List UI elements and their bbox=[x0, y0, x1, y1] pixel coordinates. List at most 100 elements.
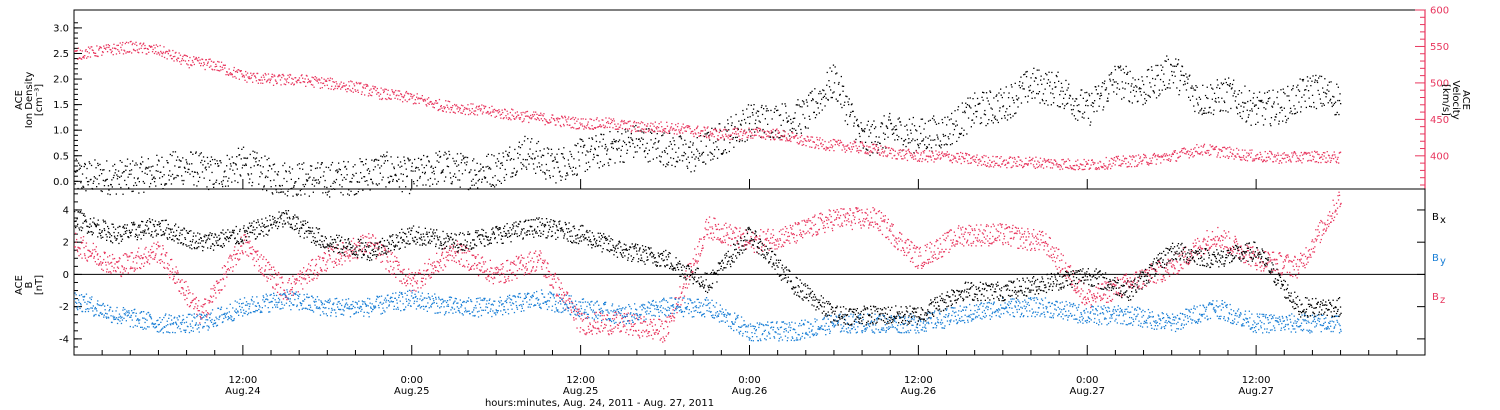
density-series-point bbox=[483, 176, 486, 178]
velocity-series-point bbox=[923, 152, 925, 154]
density-series-point bbox=[992, 114, 994, 116]
density-series-point bbox=[989, 91, 992, 93]
velocity-series-point bbox=[271, 73, 273, 75]
density-series-point bbox=[1072, 108, 1074, 111]
density-series-point bbox=[897, 118, 899, 120]
velocity-series-point bbox=[245, 70, 247, 73]
density-series-point bbox=[975, 116, 978, 118]
density-series-point bbox=[156, 164, 158, 166]
velocity-series-point bbox=[104, 47, 106, 49]
velocity-series-point bbox=[969, 162, 971, 164]
velocity-series-point bbox=[1333, 151, 1335, 153]
density-series-point bbox=[886, 127, 889, 129]
velocity-series-point bbox=[909, 152, 911, 154]
velocity-series-point bbox=[169, 55, 171, 57]
density-series-point bbox=[912, 116, 914, 119]
y-tick-label: 0 bbox=[63, 270, 69, 281]
density-series-point bbox=[751, 112, 754, 114]
density-series-point bbox=[1095, 89, 1097, 91]
bz-series-point bbox=[253, 257, 255, 259]
density-series-point bbox=[900, 137, 903, 140]
velocity-series-point bbox=[544, 124, 546, 126]
density-series-point bbox=[1020, 76, 1022, 78]
velocity-series-point bbox=[196, 58, 198, 60]
velocity-series-point bbox=[504, 109, 506, 111]
velocity-series-point bbox=[436, 102, 439, 104]
velocity-series-point bbox=[961, 155, 963, 158]
density-series-point bbox=[454, 162, 456, 165]
velocity-series-point bbox=[269, 79, 271, 82]
velocity-series-point bbox=[1272, 161, 1275, 163]
density-series-point bbox=[214, 158, 216, 161]
velocity-series-point bbox=[771, 136, 774, 138]
density-series-point bbox=[630, 137, 632, 139]
density-series-point bbox=[842, 85, 845, 87]
density-series-point bbox=[188, 163, 191, 165]
velocity-series-point bbox=[487, 111, 489, 113]
density-series-point bbox=[1237, 93, 1239, 95]
density-series-point bbox=[76, 170, 79, 172]
bz-series-point bbox=[160, 259, 162, 261]
density-series-point bbox=[397, 164, 399, 166]
density-series-point bbox=[1033, 67, 1035, 69]
density-series-point bbox=[493, 186, 496, 188]
density-series-point bbox=[1123, 72, 1126, 74]
bz-series-point bbox=[229, 255, 231, 258]
velocity-series-point bbox=[561, 115, 563, 117]
bz-series-point bbox=[180, 292, 182, 295]
density-series-point bbox=[637, 130, 639, 132]
density-series-point bbox=[177, 156, 179, 158]
velocity-series-point bbox=[1208, 149, 1210, 152]
density-series-point bbox=[958, 136, 960, 139]
density-series-point bbox=[257, 164, 259, 166]
density-series-point bbox=[648, 128, 650, 130]
density-series-point bbox=[523, 165, 525, 167]
density-series-point bbox=[888, 119, 890, 121]
velocity-series-point bbox=[277, 75, 280, 77]
density-series-point bbox=[576, 174, 578, 176]
velocity-series-point bbox=[219, 65, 221, 68]
density-series-point bbox=[1121, 81, 1123, 83]
density-series-point bbox=[486, 181, 488, 183]
velocity-series-point bbox=[262, 74, 264, 76]
velocity-series-point bbox=[740, 128, 743, 130]
density-series-point bbox=[853, 122, 855, 124]
density-series-point bbox=[236, 156, 238, 158]
velocity-series-point bbox=[419, 97, 421, 100]
density-series-point bbox=[1340, 103, 1342, 105]
density-series-point bbox=[549, 175, 551, 177]
velocity-series-point bbox=[1217, 152, 1219, 154]
bz-series-point bbox=[105, 264, 107, 266]
velocity-series-point bbox=[617, 123, 619, 125]
density-series-point bbox=[754, 131, 756, 133]
velocity-series-point bbox=[303, 81, 305, 83]
velocity-series-point bbox=[478, 106, 480, 108]
bz-series-point bbox=[281, 276, 283, 278]
density-series-point bbox=[920, 118, 922, 120]
density-series-point bbox=[518, 146, 520, 148]
velocity-series-point bbox=[901, 158, 903, 160]
density-series-point bbox=[308, 195, 310, 197]
velocity-series-point bbox=[469, 110, 471, 112]
velocity-series-point bbox=[1135, 155, 1137, 157]
density-series-point bbox=[392, 180, 394, 182]
density-series-point bbox=[821, 98, 823, 100]
density-series-point bbox=[556, 153, 558, 155]
density-series-point bbox=[388, 182, 390, 184]
density-series-point bbox=[403, 156, 405, 158]
density-series-point bbox=[468, 172, 470, 174]
density-series-point bbox=[672, 157, 675, 160]
density-series-point bbox=[602, 138, 604, 140]
density-series-point bbox=[611, 146, 613, 148]
density-series-point bbox=[1105, 89, 1107, 91]
velocity-series-point bbox=[562, 123, 565, 126]
velocity-series-point bbox=[906, 152, 908, 155]
bz-series-point bbox=[259, 256, 261, 258]
bz-series-point bbox=[92, 249, 94, 251]
velocity-series-point bbox=[398, 94, 400, 97]
velocity-series-point bbox=[661, 131, 663, 133]
bz-series-point bbox=[77, 247, 80, 249]
density-series-point bbox=[756, 126, 758, 129]
velocity-series-point bbox=[1060, 164, 1062, 166]
